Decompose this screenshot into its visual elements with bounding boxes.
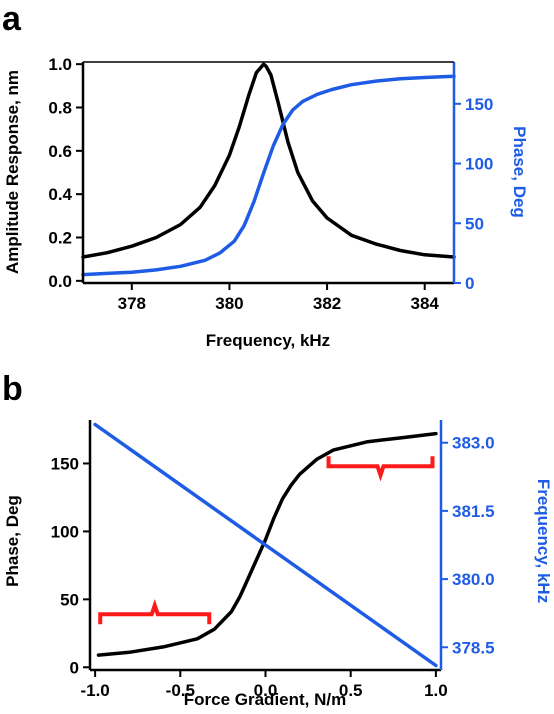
left-y-tick-label: 1.0 xyxy=(48,55,72,74)
left-y-tick-label: 100 xyxy=(51,522,79,541)
panel-a-right-y-axis-label: Phase, Deg xyxy=(510,126,529,218)
x-tick-label: 380 xyxy=(215,294,243,313)
left-y-tick-label: 0.2 xyxy=(48,229,72,248)
left-y-tick-label: 150 xyxy=(51,454,79,473)
left-y-tick-label: 0 xyxy=(70,658,79,677)
panel-b: b -1.0 -0.5 0.0 0.5 1.0 0 50 100 150 378.5 380.0 38… xyxy=(2,370,553,709)
x-tick-label: -1.0 xyxy=(80,681,109,700)
x-tick-label: 384 xyxy=(411,294,440,313)
left-y-tick-label: 50 xyxy=(60,590,79,609)
panel-a-label: a xyxy=(2,0,22,38)
right-y-tick-label: 380.0 xyxy=(452,570,495,589)
right-y-tick-label: 0 xyxy=(465,274,474,293)
right-y-tick-label: 383.0 xyxy=(452,434,495,453)
annotation-brace xyxy=(98,598,212,625)
left-y-tick-label: 0.4 xyxy=(48,185,72,204)
series-line-left xyxy=(96,431,438,657)
x-tick-label: -0.5 xyxy=(166,681,195,700)
left-y-tick-label: 0.0 xyxy=(48,272,72,291)
series-line-right xyxy=(81,74,456,277)
panel-a-x-axis-label: Frequency, kHz xyxy=(206,331,330,350)
right-y-tick-label: 100 xyxy=(465,155,493,174)
right-y-tick-label: 50 xyxy=(465,214,484,233)
panel-b-x-axis-label: Force Gradient, N/m xyxy=(184,690,346,709)
panel-b-plot-area: -1.0 -0.5 0.0 0.5 1.0 0 50 100 150 378.5 380.0 381.… xyxy=(51,420,495,700)
x-tick-label: 0.5 xyxy=(339,681,363,700)
annotation-brace xyxy=(326,456,435,482)
series-line-left xyxy=(81,62,456,259)
left-y-tick-label: 0.8 xyxy=(48,99,72,118)
right-y-tick-label: 150 xyxy=(465,95,493,114)
panel-b-label: b xyxy=(2,370,23,408)
panel-a-left-y-axis-label: Amplitude Response, nm xyxy=(3,70,22,274)
series-line-right xyxy=(93,422,438,668)
panel-a: a 378 380 382 384 0.0 0.2 0.4 0.6 0.8 1.0 0 50 100 15… xyxy=(2,0,529,350)
panel-a-plot-area: 378 380 382 384 0.0 0.2 0.4 0.6 0.8 1.0 0 50 100 150 xyxy=(48,55,493,313)
x-tick-label: 378 xyxy=(118,294,146,313)
panel-b-right-y-axis-label: Frequency, kHz xyxy=(534,479,553,603)
left-y-tick-label: 0.6 xyxy=(48,142,72,161)
x-tick-label: 1.0 xyxy=(424,681,448,700)
panel-b-left-y-axis-label: Phase, Deg xyxy=(3,495,22,587)
right-y-tick-label: 378.5 xyxy=(452,638,495,657)
x-tick-label: 382 xyxy=(313,294,341,313)
right-y-tick-label: 381.5 xyxy=(452,502,495,521)
x-tick-label: 0.0 xyxy=(254,681,278,700)
